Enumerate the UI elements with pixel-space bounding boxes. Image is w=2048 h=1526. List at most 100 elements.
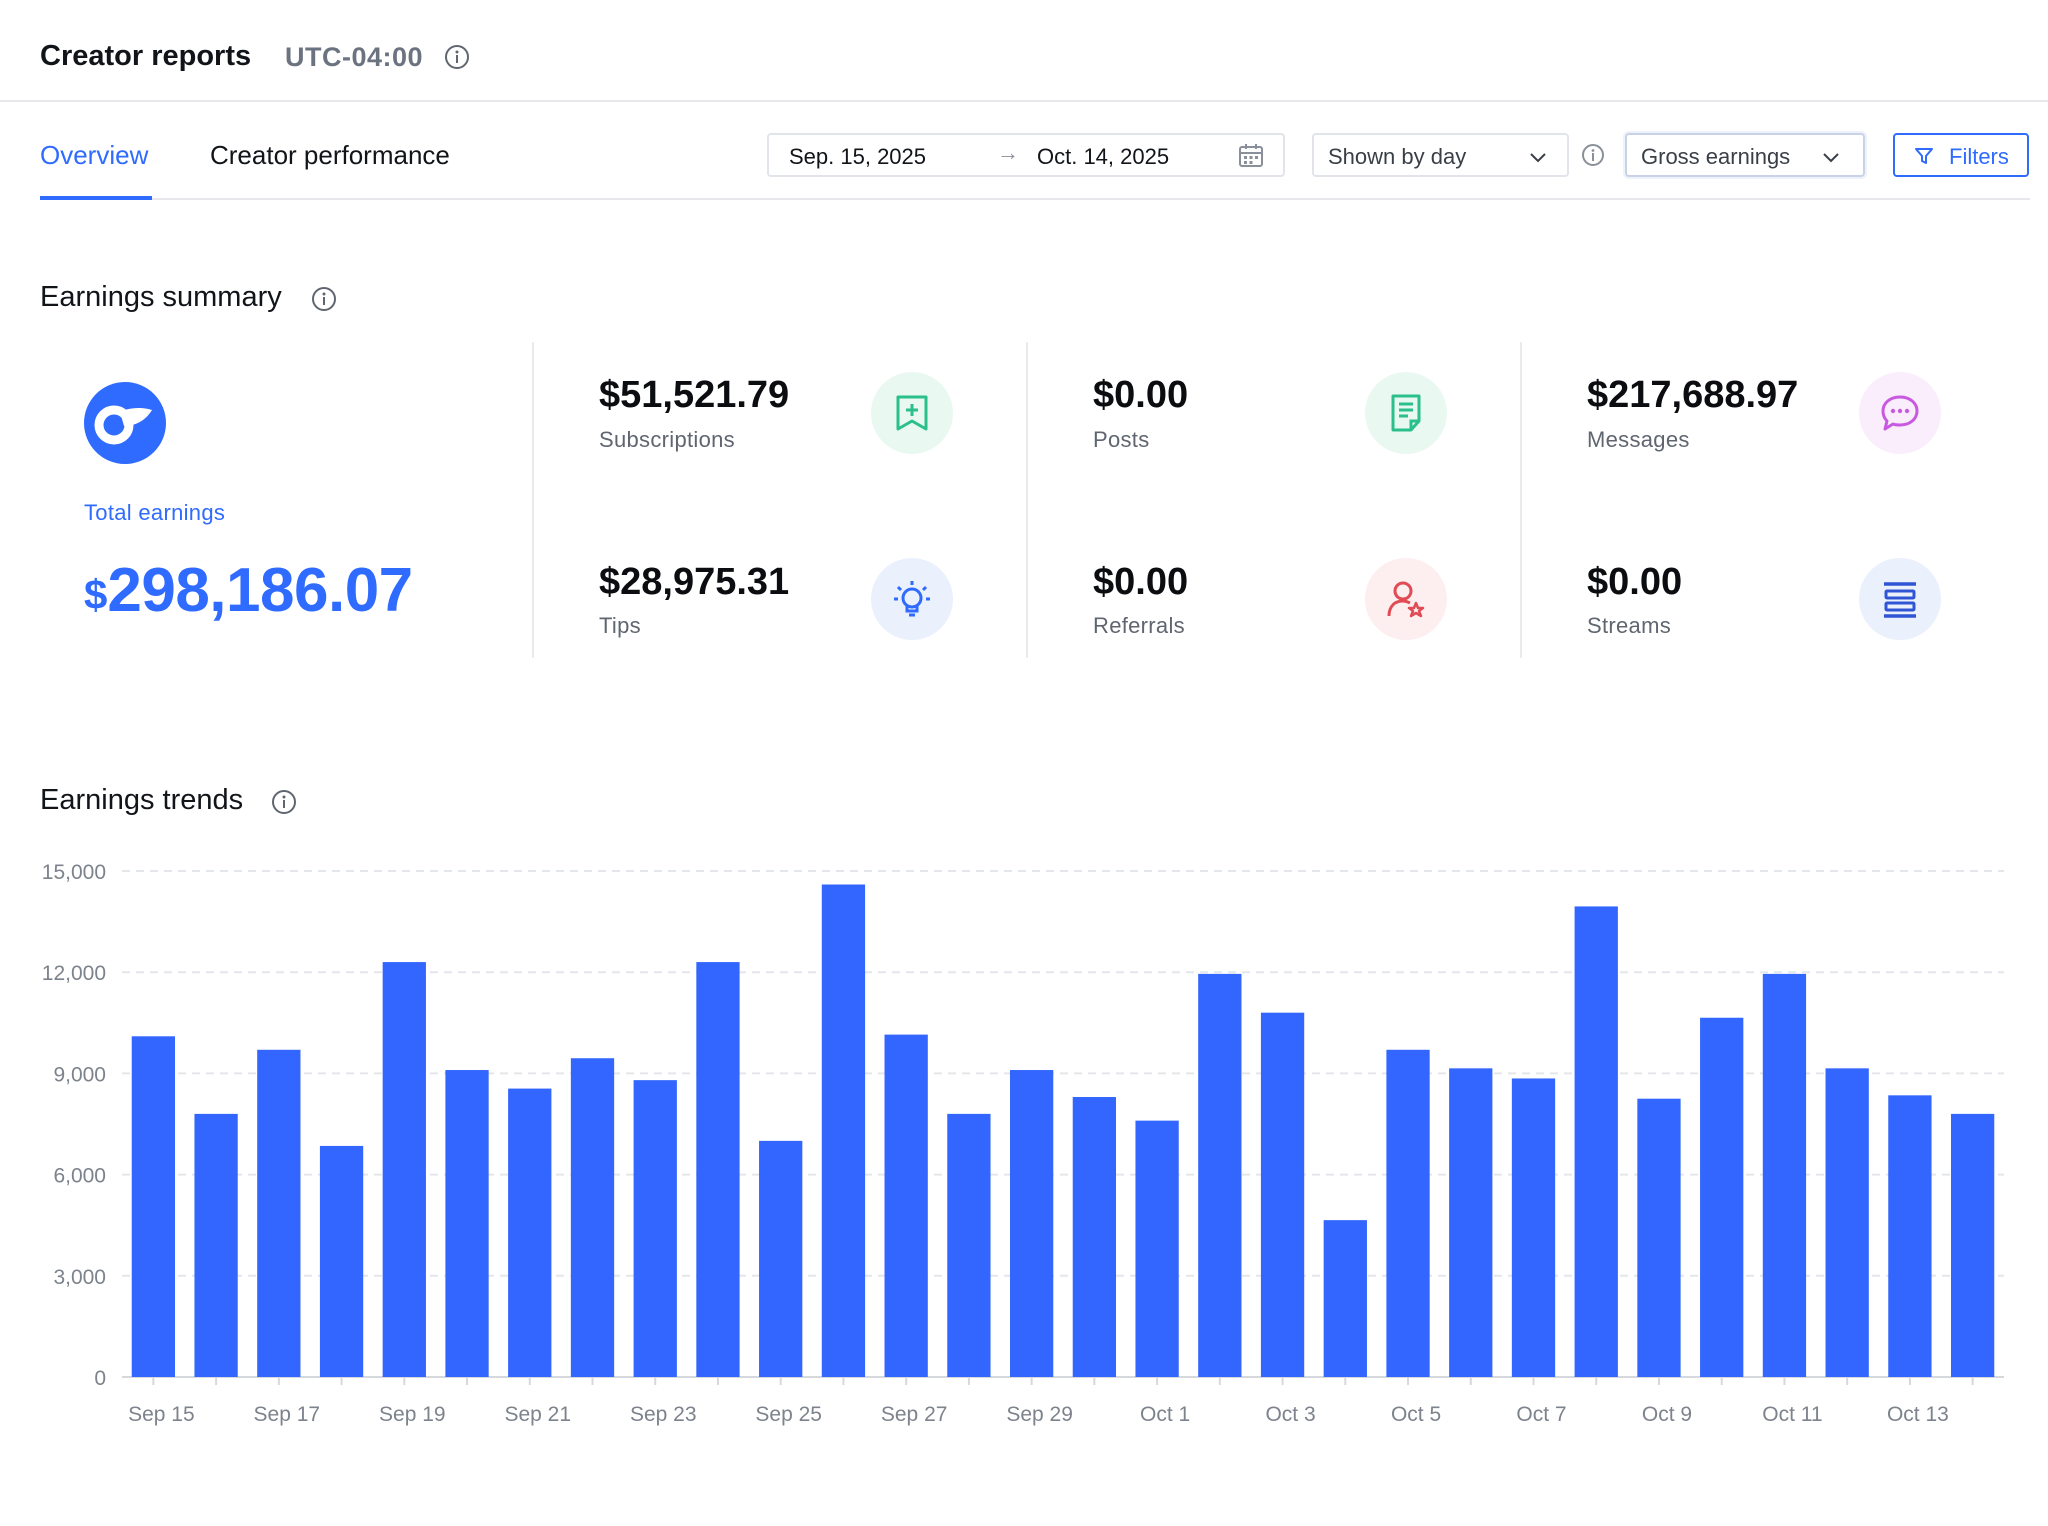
page-header: Creator reports UTC-04:00 — [0, 0, 2048, 102]
currency-symbol: $ — [84, 571, 108, 618]
bar-oct-3[interactable] — [1260, 1012, 1305, 1377]
bar-oct-10[interactable] — [1700, 1017, 1744, 1377]
tab-creator-performance[interactable]: Creator performance — [210, 140, 450, 170]
active-tab-indicator — [40, 196, 152, 200]
earnings-trends-title: Earnings trends — [40, 784, 244, 816]
x-tick-label: Oct 11 — [1762, 1403, 1822, 1426]
total-earnings-label: Total earnings — [84, 500, 226, 525]
referral-user-icon — [1365, 558, 1447, 640]
x-tick-label: Oct 5 — [1391, 1403, 1441, 1426]
document-icon — [1365, 372, 1447, 454]
tips-value: $28,975.31 — [599, 561, 790, 603]
bar-sep-21[interactable] — [508, 1088, 552, 1377]
y-tick-label: 15,000 — [42, 861, 106, 884]
x-tick-label: Sep 27 — [881, 1403, 948, 1426]
total-earnings-amount: 298,186.07 — [107, 556, 413, 625]
chevron-down-icon — [1823, 153, 1839, 163]
bar-sep-27[interactable] — [884, 1034, 928, 1377]
bar-sep-17[interactable] — [257, 1049, 301, 1377]
bar-sep-26[interactable] — [821, 884, 866, 1377]
info-icon[interactable] — [311, 286, 337, 312]
bar-sep-16[interactable] — [194, 1113, 238, 1377]
x-tick-label: Sep 15 — [128, 1403, 195, 1426]
metric-select-value: Gross earnings — [1641, 144, 1791, 169]
start-date[interactable]: Sep. 15, 2025 — [789, 144, 927, 169]
bar-oct-12[interactable] — [1825, 1068, 1869, 1377]
filter-icon — [1915, 148, 1933, 164]
bar-oct-7[interactable] — [1511, 1078, 1556, 1377]
bar-sep-22[interactable] — [570, 1058, 615, 1377]
y-tick-label: 3,000 — [53, 1266, 106, 1289]
metric-select[interactable]: Gross earnings — [1625, 133, 1865, 177]
total-earnings-value: $298,186.07 — [84, 555, 413, 626]
x-tick-label: Oct 3 — [1265, 1403, 1315, 1426]
bar-oct-11[interactable] — [1762, 973, 1807, 1377]
calendar-icon[interactable] — [1238, 143, 1264, 169]
divider — [1520, 342, 1522, 658]
bar-oct-1[interactable] — [1135, 1120, 1179, 1377]
timezone-label: UTC-04:00 — [285, 42, 424, 72]
range-arrow-icon: → — [997, 140, 1019, 165]
info-icon[interactable] — [271, 789, 297, 815]
y-tick-label: 0 — [94, 1367, 106, 1390]
posts-value: $0.00 — [1093, 374, 1189, 416]
brand-logo-icon — [84, 382, 166, 464]
x-tick-label: Oct 9 — [1642, 1403, 1692, 1426]
x-tick-label: Oct 13 — [1887, 1403, 1949, 1426]
messages-value: $217,688.97 — [1587, 374, 1799, 416]
page-title: Creator reports — [40, 40, 252, 72]
lightbulb-icon — [871, 558, 953, 640]
bar-sep-15[interactable] — [131, 1036, 176, 1377]
grouping-select[interactable]: Shown by day — [1312, 133, 1569, 177]
divider — [1026, 342, 1028, 658]
grouping-select-value: Shown by day — [1328, 144, 1467, 169]
streams-value: $0.00 — [1587, 561, 1683, 603]
bar-oct-14[interactable] — [1950, 1113, 1995, 1377]
divider — [532, 342, 534, 658]
bar-oct-2[interactable] — [1198, 973, 1242, 1377]
bar-oct-8[interactable] — [1574, 906, 1618, 1377]
bar-oct-9[interactable] — [1637, 1098, 1681, 1377]
bar-oct-6[interactable] — [1449, 1068, 1493, 1377]
info-icon[interactable] — [444, 44, 470, 70]
end-date[interactable]: Oct. 14, 2025 — [1037, 144, 1170, 169]
x-tick-label: Oct 7 — [1516, 1403, 1566, 1426]
chat-bubble-icon — [1859, 372, 1941, 454]
x-tick-label: Sep 21 — [504, 1403, 571, 1426]
bar-sep-24[interactable] — [696, 962, 740, 1377]
earnings-summary-title: Earnings summary — [40, 281, 282, 313]
bar-sep-19[interactable] — [382, 962, 426, 1377]
bar-sep-23[interactable] — [633, 1080, 677, 1377]
posts-label: Posts — [1093, 427, 1150, 452]
x-tick-label: Oct 1 — [1140, 1403, 1190, 1426]
bar-sep-25[interactable] — [759, 1140, 803, 1377]
bar-oct-4[interactable] — [1323, 1220, 1367, 1377]
filters-button-label: Filters — [1949, 144, 2009, 169]
info-icon[interactable] — [1581, 143, 1605, 167]
x-tick-label: Sep 19 — [379, 1403, 446, 1426]
tab-overview[interactable]: Overview — [40, 140, 149, 170]
y-tick-label: 12,000 — [42, 962, 106, 985]
messages-label: Messages — [1587, 427, 1690, 452]
streams-label: Streams — [1587, 613, 1672, 638]
x-tick-label: Sep 29 — [1006, 1403, 1073, 1426]
streams-icon — [1859, 558, 1941, 640]
tab-bar: Overview Creator performance — [40, 102, 2030, 200]
bar-sep-18[interactable] — [319, 1145, 364, 1377]
filters-button[interactable]: Filters — [1893, 133, 2029, 177]
subscriptions-label: Subscriptions — [599, 427, 735, 452]
referrals-label: Referrals — [1093, 613, 1185, 638]
date-range-picker[interactable]: Sep. 15, 2025 → Oct. 14, 2025 — [767, 133, 1285, 177]
bar-oct-13[interactable] — [1888, 1095, 1932, 1377]
x-tick-label: Sep 23 — [630, 1403, 697, 1426]
y-tick-label: 6,000 — [53, 1165, 106, 1188]
bar-sep-28[interactable] — [947, 1113, 991, 1377]
bar-oct-5[interactable] — [1386, 1049, 1430, 1377]
subscription-icon — [871, 372, 953, 454]
y-tick-label: 9,000 — [53, 1063, 106, 1086]
bar-sep-29[interactable] — [1009, 1070, 1054, 1377]
x-tick-label: Sep 17 — [254, 1403, 321, 1426]
bar-sep-30[interactable] — [1072, 1097, 1117, 1377]
x-tick-label: Sep 25 — [755, 1403, 822, 1426]
bar-sep-20[interactable] — [445, 1070, 489, 1377]
